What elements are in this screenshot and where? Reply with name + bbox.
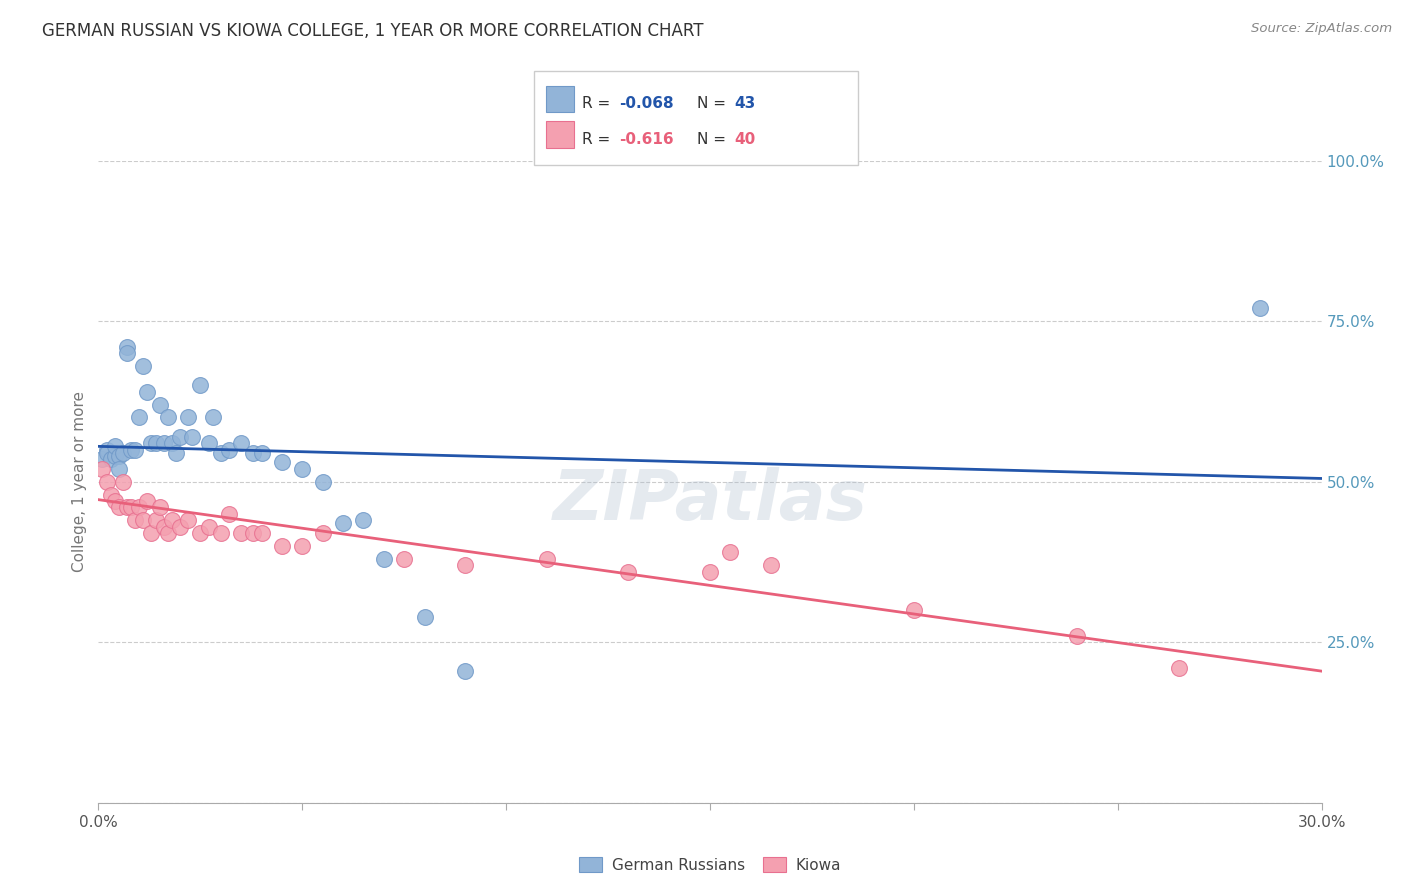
Text: Source: ZipAtlas.com: Source: ZipAtlas.com: [1251, 22, 1392, 36]
Point: [156, 526, 179, 541]
Point: [128, 500, 150, 515]
Point: [373, 551, 395, 566]
Point: [1167, 661, 1189, 675]
Point: [177, 513, 200, 527]
Legend: German Russians, Kiowa: German Russians, Kiowa: [574, 850, 846, 879]
Point: [124, 442, 146, 457]
Point: [312, 475, 335, 489]
Point: [169, 430, 191, 444]
Text: N =: N =: [697, 96, 731, 112]
Point: [242, 526, 264, 541]
Point: [149, 500, 172, 515]
Text: ZIPatlas: ZIPatlas: [553, 467, 868, 534]
Text: R =: R =: [582, 132, 616, 147]
Text: GERMAN RUSSIAN VS KIOWA COLLEGE, 1 YEAR OR MORE CORRELATION CHART: GERMAN RUSSIAN VS KIOWA COLLEGE, 1 YEAR …: [42, 22, 703, 40]
Point: [96, 475, 118, 489]
Point: [115, 346, 138, 360]
Point: [231, 436, 253, 450]
Point: [108, 462, 131, 476]
Text: 40: 40: [734, 132, 755, 147]
Point: [1249, 301, 1271, 316]
Point: [91, 452, 114, 467]
Point: [761, 558, 783, 573]
Point: [149, 398, 172, 412]
Point: [145, 436, 167, 450]
Point: [124, 513, 146, 527]
Text: -0.068: -0.068: [619, 96, 673, 112]
Text: 43: 43: [734, 96, 755, 112]
Point: [250, 526, 273, 541]
Point: [177, 410, 200, 425]
Point: [96, 442, 118, 457]
Point: [209, 446, 232, 460]
Point: [218, 442, 240, 457]
Point: [291, 462, 314, 476]
Point: [270, 455, 294, 469]
Point: [536, 551, 558, 566]
Point: [188, 378, 212, 392]
Point: [201, 410, 224, 425]
Point: [312, 526, 335, 541]
Point: [115, 340, 138, 354]
Point: [136, 494, 159, 508]
Point: [332, 516, 354, 531]
Point: [197, 519, 219, 533]
Point: [250, 446, 273, 460]
Point: [291, 539, 314, 553]
Point: [160, 436, 183, 450]
Point: [1066, 629, 1088, 643]
Text: N =: N =: [697, 132, 731, 147]
Point: [209, 526, 232, 541]
Point: [104, 449, 127, 463]
Point: [699, 565, 721, 579]
Point: [218, 507, 240, 521]
Point: [132, 513, 155, 527]
Y-axis label: College, 1 year or more: College, 1 year or more: [72, 392, 87, 572]
Point: [152, 519, 174, 533]
Point: [242, 446, 264, 460]
Point: [104, 439, 127, 453]
Point: [181, 430, 204, 444]
Point: [136, 384, 159, 399]
Point: [100, 452, 122, 467]
Point: [352, 513, 374, 527]
Point: [160, 513, 183, 527]
Text: -0.616: -0.616: [619, 132, 673, 147]
Point: [108, 500, 131, 515]
Text: R =: R =: [582, 96, 616, 112]
Point: [100, 487, 122, 501]
Point: [120, 442, 142, 457]
Point: [104, 494, 127, 508]
Point: [111, 475, 134, 489]
Point: [141, 526, 163, 541]
Point: [91, 462, 114, 476]
Point: [188, 526, 212, 541]
Point: [903, 603, 925, 617]
Point: [413, 609, 436, 624]
Point: [165, 446, 187, 460]
Point: [152, 436, 174, 450]
Point: [111, 446, 134, 460]
Point: [96, 446, 118, 460]
Point: [231, 526, 253, 541]
Point: [141, 436, 163, 450]
Point: [392, 551, 416, 566]
Point: [108, 449, 131, 463]
Point: [115, 500, 138, 515]
Point: [454, 558, 477, 573]
Point: [720, 545, 742, 559]
Point: [156, 410, 179, 425]
Point: [454, 664, 477, 678]
Point: [169, 519, 191, 533]
Point: [617, 565, 640, 579]
Point: [270, 539, 294, 553]
Point: [197, 436, 219, 450]
Point: [128, 410, 150, 425]
Point: [145, 513, 167, 527]
Point: [120, 500, 142, 515]
Point: [132, 359, 155, 373]
